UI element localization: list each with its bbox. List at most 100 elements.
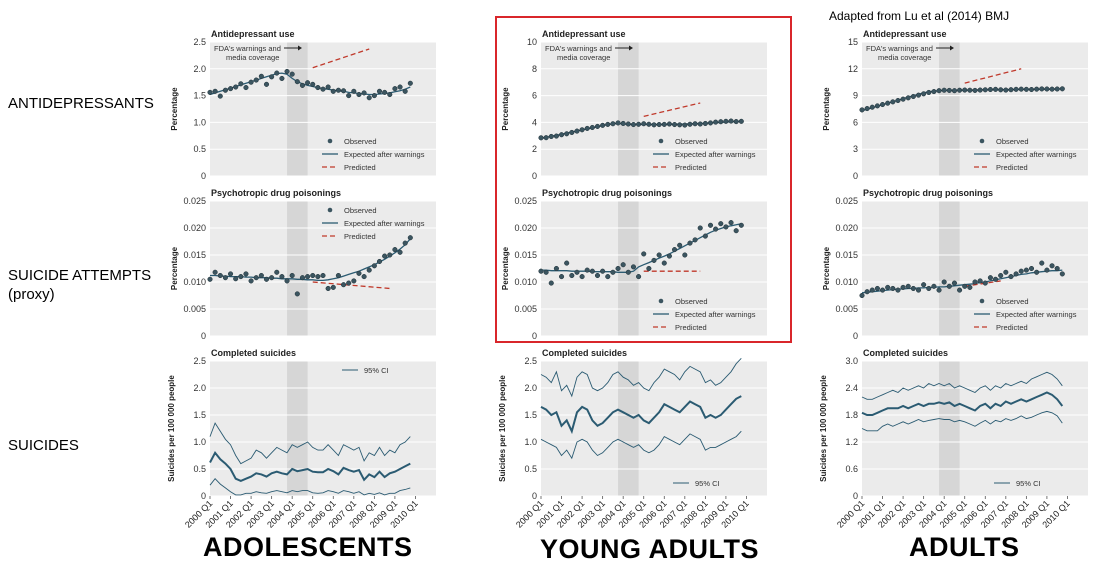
observed-point <box>967 284 973 290</box>
observed-point <box>553 133 559 139</box>
panel-title: Completed suicides <box>863 348 948 358</box>
observed-point <box>946 283 952 289</box>
column-label-adults: ADULTS <box>909 532 1020 562</box>
observed-point <box>998 272 1004 279</box>
y-tick-label: 1.5 <box>524 410 537 420</box>
observed-point <box>987 86 993 93</box>
observed-point <box>1039 260 1045 266</box>
observed-point <box>356 91 362 98</box>
observed-point <box>310 272 316 279</box>
observed-point <box>646 265 652 272</box>
observed-point <box>564 260 570 266</box>
observed-point <box>718 221 724 227</box>
observed-point <box>728 220 734 226</box>
legend-observed-swatch <box>327 138 333 144</box>
observed-point <box>1013 271 1019 277</box>
observed-point <box>222 87 228 93</box>
y-tick-label: 2.5 <box>524 356 537 366</box>
observed-point <box>238 274 244 280</box>
observed-point <box>600 122 606 128</box>
y-tick-label: 15 <box>848 37 858 47</box>
legend-expected-label: Expected after warnings <box>675 150 756 159</box>
observed-point <box>1059 86 1065 92</box>
observed-point <box>651 122 657 128</box>
observed-point <box>351 278 357 284</box>
observed-point <box>910 285 916 292</box>
observed-point <box>692 237 698 243</box>
observed-point <box>946 87 952 93</box>
annotation-line2: media coverage <box>878 53 931 62</box>
observed-point <box>895 97 901 104</box>
legend-predicted-label: Predicted <box>344 232 376 241</box>
row-label-suicides: SUICIDES <box>8 437 79 454</box>
observed-point <box>284 68 290 75</box>
legend-observed-label: Observed <box>996 297 1029 306</box>
chart-adolescents-suicides: 0 0.5 1.0 1.5 2.0 2.5 Completed suicides Suicid… <box>167 348 436 530</box>
observed-point <box>707 120 714 126</box>
y-tick-label: 0.015 <box>835 250 858 260</box>
panel-title: Psychotropic drug poisonings <box>211 188 341 198</box>
warning-period-band <box>287 201 308 336</box>
plot-area <box>541 361 767 496</box>
observed-point <box>548 133 554 140</box>
y-tick-label: 0 <box>201 171 206 181</box>
y-axis-label: Percentage <box>170 246 179 290</box>
observed-point <box>869 104 875 110</box>
observed-point <box>1044 267 1050 273</box>
y-tick-label: 1.2 <box>845 437 858 447</box>
annotation-arrow-head <box>629 45 633 51</box>
observed-point <box>718 119 724 125</box>
observed-point <box>1034 269 1040 275</box>
y-tick-label: 0.015 <box>514 250 537 260</box>
observed-point <box>987 275 993 281</box>
y-tick-label: 1.5 <box>193 410 206 420</box>
observed-point <box>630 264 637 270</box>
observed-point <box>992 86 999 92</box>
estimate-line <box>540 395 742 435</box>
ci-upper-line <box>861 371 1063 400</box>
legend-predicted-label: Predicted <box>675 163 707 172</box>
observed-point <box>392 86 398 92</box>
observed-point <box>610 269 616 275</box>
observed-point <box>217 93 223 99</box>
expected-line <box>209 72 411 96</box>
observed-point <box>1054 86 1060 92</box>
chart-young_adults-suicides: 0 0.5 1.0 1.5 2.0 2.5 Completed suicides Suicid… <box>498 348 767 530</box>
observed-point <box>1008 274 1014 280</box>
observed-point <box>558 132 565 138</box>
observed-point <box>967 87 973 93</box>
observed-point <box>548 280 554 286</box>
annotation-line1: FDA's warnings and <box>866 44 933 53</box>
observed-point <box>356 270 362 276</box>
observed-point <box>859 292 865 299</box>
observed-point <box>325 285 331 292</box>
observed-point <box>630 121 637 128</box>
observed-point <box>992 276 999 282</box>
observed-point <box>382 253 388 259</box>
observed-point <box>677 122 683 128</box>
legend-observed-label: Observed <box>996 137 1029 146</box>
y-tick-label: 0.010 <box>514 277 537 287</box>
plot-area <box>210 361 436 496</box>
observed-point <box>702 233 708 239</box>
y-axis-label: Suicides per 100 000 people <box>498 375 507 482</box>
observed-point <box>279 75 285 81</box>
observed-point <box>320 86 326 92</box>
observed-point <box>610 121 616 127</box>
observed-point <box>258 272 264 279</box>
observed-point <box>371 93 377 99</box>
panel-title: Completed suicides <box>542 348 627 358</box>
observed-point <box>682 252 688 258</box>
observed-point <box>564 131 570 137</box>
observed-point <box>553 265 559 272</box>
observed-point <box>900 284 906 290</box>
y-tick-label: 0.025 <box>514 196 537 206</box>
chart-adolescents-poisonings: 0 0.005 0.010 0.015 0.020 0.025 Psychotropic d… <box>170 188 436 341</box>
y-axis-label: Suicides per 100 000 people <box>819 375 828 482</box>
observed-point <box>962 283 968 289</box>
observed-point <box>351 88 357 94</box>
observed-point <box>982 280 988 286</box>
estimate-line <box>209 450 411 482</box>
